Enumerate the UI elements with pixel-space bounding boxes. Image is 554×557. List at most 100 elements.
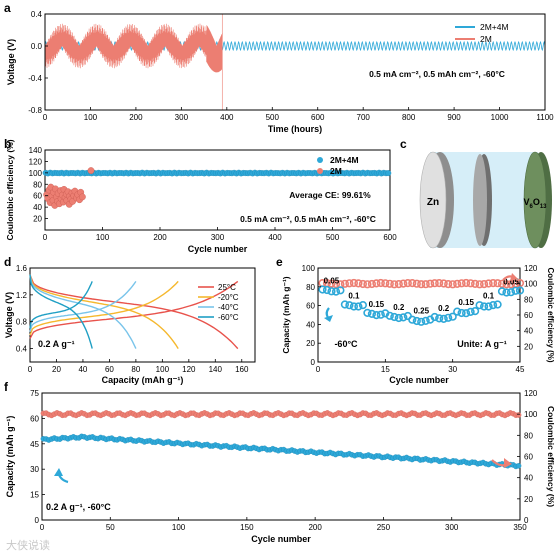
discharge-curve: [29, 274, 93, 349]
y-tick-label: 40: [306, 320, 315, 329]
y-tick-label: 80: [524, 295, 533, 304]
rate-label: 0.1: [483, 292, 495, 301]
ce-point: [506, 280, 516, 289]
capacity-point: [444, 313, 453, 322]
capacity-point: [367, 309, 377, 319]
x-tick-label: 1100: [536, 113, 554, 122]
x-tick-label: 400: [220, 113, 234, 122]
ce-point: [349, 278, 359, 288]
y-tick-label: 140: [29, 146, 43, 155]
y-tick-label: 100: [29, 169, 43, 178]
rate-label: 0.15: [369, 300, 385, 309]
rate-label: 0.2: [438, 304, 450, 313]
annotation-unit: Unite: A g⁻¹: [457, 339, 507, 349]
x-tick-label: 80: [131, 365, 140, 374]
x-tick-label: 1000: [491, 113, 509, 122]
ce-point: [502, 280, 511, 289]
panel-label-c: c: [400, 137, 407, 151]
data-point-2m: [87, 167, 95, 175]
ce-point: [444, 280, 453, 289]
ce-point: [354, 279, 363, 288]
rate-label: 0.25: [413, 307, 429, 316]
x-tick-label: 60: [105, 365, 114, 374]
ce-point: [403, 279, 412, 288]
y-axis-label-right-f: Coulombic efficiency (%): [546, 406, 554, 507]
ce-point: [484, 279, 493, 288]
capacity-point: [318, 285, 327, 294]
capacity-point: [372, 311, 381, 320]
x-tick-label: 15: [381, 365, 390, 374]
ce-point: [497, 279, 507, 288]
x-tick-label: 140: [209, 365, 223, 374]
annotation-a: 0.5 mA cm⁻², 0.5 mAh cm⁻², -60°C: [369, 69, 505, 79]
panel-label-a: a: [4, 1, 11, 15]
x-tick-label: 30: [448, 365, 457, 374]
capacity-point: [394, 313, 403, 323]
x-tick-label: 0: [40, 523, 45, 532]
capacity-point: [358, 301, 368, 310]
capacity-point: [435, 314, 444, 323]
label-zn: Zn: [427, 197, 439, 208]
ce-point: [435, 279, 444, 288]
ce-point: [439, 279, 448, 288]
capacity-point: [462, 309, 471, 318]
ce-point: [390, 280, 399, 289]
y-tick-label: 60: [306, 302, 315, 311]
y-tick-label: 40: [524, 474, 533, 483]
capacity-point: [493, 300, 502, 309]
ce-point: [489, 279, 498, 288]
x-tick-label: 400: [268, 233, 282, 242]
data-point-2m4m: [385, 170, 392, 177]
series-line-2m: [44, 23, 223, 73]
ce-point: [372, 279, 381, 288]
legend-label: 2M: [330, 166, 342, 176]
y-tick-label: 30: [30, 465, 39, 474]
rate-label: 0.2: [393, 303, 405, 312]
x-tick-label: 600: [311, 113, 325, 122]
capacity-point: [345, 301, 354, 310]
cell-schematic: Zn V6O13: [419, 151, 552, 249]
x-tick-label: 300: [445, 523, 459, 532]
y-tick-label: 40: [524, 327, 533, 336]
legend-label: -60°C: [218, 313, 239, 322]
y-tick-label: 0.0: [31, 42, 43, 51]
capacity-point: [502, 288, 511, 297]
y-axis-label-b: Coulombic efficiency (%): [5, 139, 15, 240]
capacity-point: [390, 312, 399, 322]
y-tick-label: 100: [302, 264, 316, 273]
arrow-head-left-e: [324, 315, 333, 322]
ce-point: [493, 279, 502, 288]
y-tick-label: 20: [306, 339, 315, 348]
legend-label: -20°C: [218, 293, 239, 302]
ce-point: [417, 280, 426, 289]
ce-point: [457, 279, 466, 288]
ce-point: [327, 279, 336, 288]
ce-point: [453, 279, 462, 289]
discharge-curve: [29, 274, 137, 349]
y-tick-label: 100: [524, 280, 538, 289]
ce-point: [480, 280, 489, 289]
x-tick-label: 200: [153, 233, 167, 242]
y-tick-label: 75: [30, 389, 39, 398]
zn-electrode-face: [419, 151, 447, 249]
x-axis-label-e: Cycle number: [389, 375, 449, 385]
y-tick-label: 20: [33, 215, 42, 224]
capacity-point: [484, 302, 493, 311]
y-tick-label: 100: [524, 410, 538, 419]
x-tick-label: 0: [43, 113, 48, 122]
legend-marker: [317, 157, 323, 163]
y-axis-label-right-e: Coulombic efficiency (%): [546, 267, 554, 362]
y-axis-label-a: Voltage (V): [6, 39, 16, 85]
capacity-point: [453, 307, 462, 316]
ce-point: [381, 279, 390, 288]
capacity-point: [322, 285, 332, 295]
capacity-point: [448, 312, 457, 321]
x-tick-label: 150: [240, 523, 254, 532]
x-tick-label: 500: [266, 113, 280, 122]
y-tick-label: 15: [30, 491, 39, 500]
charge-curve: [29, 281, 93, 329]
x-tick-label: 100: [156, 365, 170, 374]
ce-point: [394, 280, 403, 289]
capacity-point: [515, 463, 522, 469]
x-axis-label-b: Cycle number: [188, 244, 248, 254]
